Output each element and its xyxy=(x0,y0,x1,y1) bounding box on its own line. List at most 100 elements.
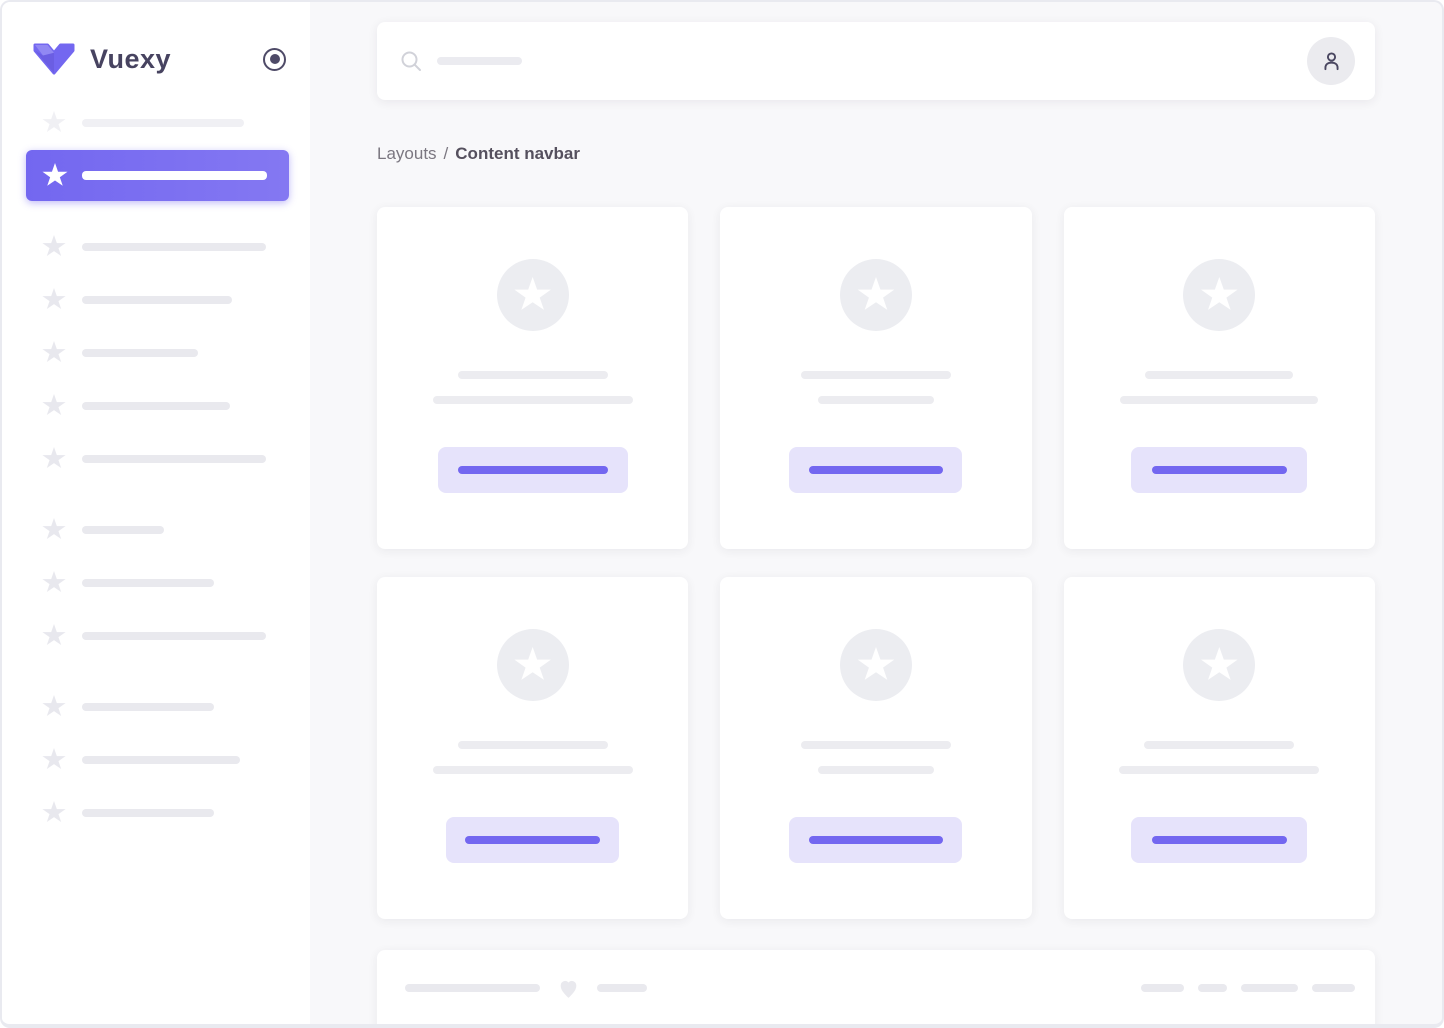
star-icon xyxy=(857,647,895,680)
card-avatar xyxy=(1183,259,1256,331)
sidebar-item[interactable] xyxy=(2,96,310,149)
star-icon xyxy=(1201,647,1238,680)
footer-link-placeholder xyxy=(1241,984,1298,992)
star-icon xyxy=(42,748,66,769)
button-label-placeholder xyxy=(465,836,601,844)
sidebar-item[interactable] xyxy=(2,326,310,379)
card-title-placeholder xyxy=(1144,741,1295,749)
star-icon xyxy=(42,695,66,716)
button-label-placeholder xyxy=(1151,466,1287,474)
card-action-button[interactable] xyxy=(789,447,963,493)
sidebar-item[interactable] xyxy=(2,432,310,485)
footer-link-placeholder xyxy=(1198,984,1227,992)
footer-text-placeholder xyxy=(405,984,540,992)
card-action-button[interactable] xyxy=(789,817,963,863)
menu-label-placeholder xyxy=(82,525,164,534)
button-label-placeholder xyxy=(1151,836,1287,844)
sidebar-item[interactable] xyxy=(2,609,310,662)
person-icon xyxy=(1323,51,1339,70)
menu-label-placeholder xyxy=(82,171,267,180)
sidebar-item[interactable] xyxy=(2,220,310,273)
card-title-placeholder xyxy=(800,371,951,379)
main-content: Layouts / Content navbar xyxy=(310,2,1442,1024)
star-icon xyxy=(1201,277,1238,310)
sidebar-item[interactable] xyxy=(2,273,310,326)
menu-label-placeholder xyxy=(82,118,244,127)
card xyxy=(720,207,1032,549)
search-icon[interactable] xyxy=(399,49,423,73)
card-action-button[interactable] xyxy=(1131,447,1308,493)
sidebar-item[interactable] xyxy=(2,786,310,839)
cards-grid xyxy=(377,207,1375,919)
sidebar: Vuexy xyxy=(2,2,310,1024)
menu-label-placeholder xyxy=(82,454,266,463)
card-title-placeholder xyxy=(800,741,951,749)
menu-label-placeholder xyxy=(82,242,266,251)
breadcrumb: Layouts / Content navbar xyxy=(377,142,1375,166)
footer-text-placeholder xyxy=(597,984,647,992)
card-avatar xyxy=(1183,629,1256,701)
user-avatar-button[interactable] xyxy=(1307,37,1355,85)
card-title-placeholder xyxy=(457,371,608,379)
button-label-placeholder xyxy=(808,466,943,474)
star-icon xyxy=(42,571,66,592)
card-avatar xyxy=(496,629,569,701)
sidebar-item-active[interactable] xyxy=(26,150,289,201)
heart-icon xyxy=(560,980,577,998)
breadcrumb-current: Content navbar xyxy=(455,144,580,163)
card-title-placeholder xyxy=(457,741,608,749)
menu-label-placeholder xyxy=(82,808,214,817)
card-action-button[interactable] xyxy=(1131,817,1308,863)
breadcrumb-separator: / xyxy=(443,144,449,163)
radio-circle-icon[interactable] xyxy=(263,47,286,71)
sidebar-menu xyxy=(2,96,310,839)
sidebar-item[interactable] xyxy=(2,556,310,609)
card xyxy=(1063,207,1375,549)
star-icon xyxy=(42,447,66,468)
button-label-placeholder xyxy=(808,836,943,844)
sidebar-item[interactable] xyxy=(2,503,310,556)
breadcrumb-parent-link[interactable]: Layouts xyxy=(377,144,437,163)
sidebar-header: Vuexy xyxy=(2,2,310,96)
star-icon xyxy=(42,341,66,362)
card xyxy=(377,577,689,919)
sidebar-item[interactable] xyxy=(2,733,310,786)
card xyxy=(377,207,689,549)
brand-name: Vuexy xyxy=(90,43,172,74)
button-label-placeholder xyxy=(457,466,608,474)
star-icon xyxy=(42,111,66,132)
card-avatar xyxy=(839,629,912,701)
search-input[interactable] xyxy=(399,49,522,73)
menu-label-placeholder xyxy=(82,702,214,711)
menu-label-placeholder xyxy=(82,295,232,304)
footer-link-placeholder xyxy=(1312,984,1355,992)
card-subtitle-placeholder xyxy=(817,396,934,404)
star-icon xyxy=(42,801,66,822)
footer-link-placeholder xyxy=(1141,984,1184,992)
card-avatar xyxy=(839,259,912,331)
radio-dot xyxy=(269,54,280,64)
sidebar-item[interactable] xyxy=(2,680,310,733)
card-subtitle-placeholder xyxy=(432,766,633,774)
star-icon xyxy=(42,394,66,415)
card-subtitle-placeholder xyxy=(1120,396,1319,404)
page-footer xyxy=(377,950,1375,1024)
sidebar-item[interactable] xyxy=(2,379,310,432)
star-icon xyxy=(42,288,66,309)
star-icon xyxy=(42,163,68,186)
menu-label-placeholder xyxy=(82,348,198,357)
card-title-placeholder xyxy=(1145,371,1294,379)
card-subtitle-placeholder xyxy=(1119,766,1320,774)
footer-links xyxy=(1141,976,1355,1000)
footer-left xyxy=(405,976,647,1000)
card-subtitle-placeholder xyxy=(432,396,633,404)
card-action-button[interactable] xyxy=(437,447,628,493)
star-icon xyxy=(42,518,66,539)
menu-label-placeholder xyxy=(82,631,266,640)
menu-label-placeholder xyxy=(82,578,214,587)
card-action-button[interactable] xyxy=(446,817,620,863)
card xyxy=(720,577,1032,919)
star-icon xyxy=(514,277,551,310)
search-placeholder-bar xyxy=(437,57,522,65)
